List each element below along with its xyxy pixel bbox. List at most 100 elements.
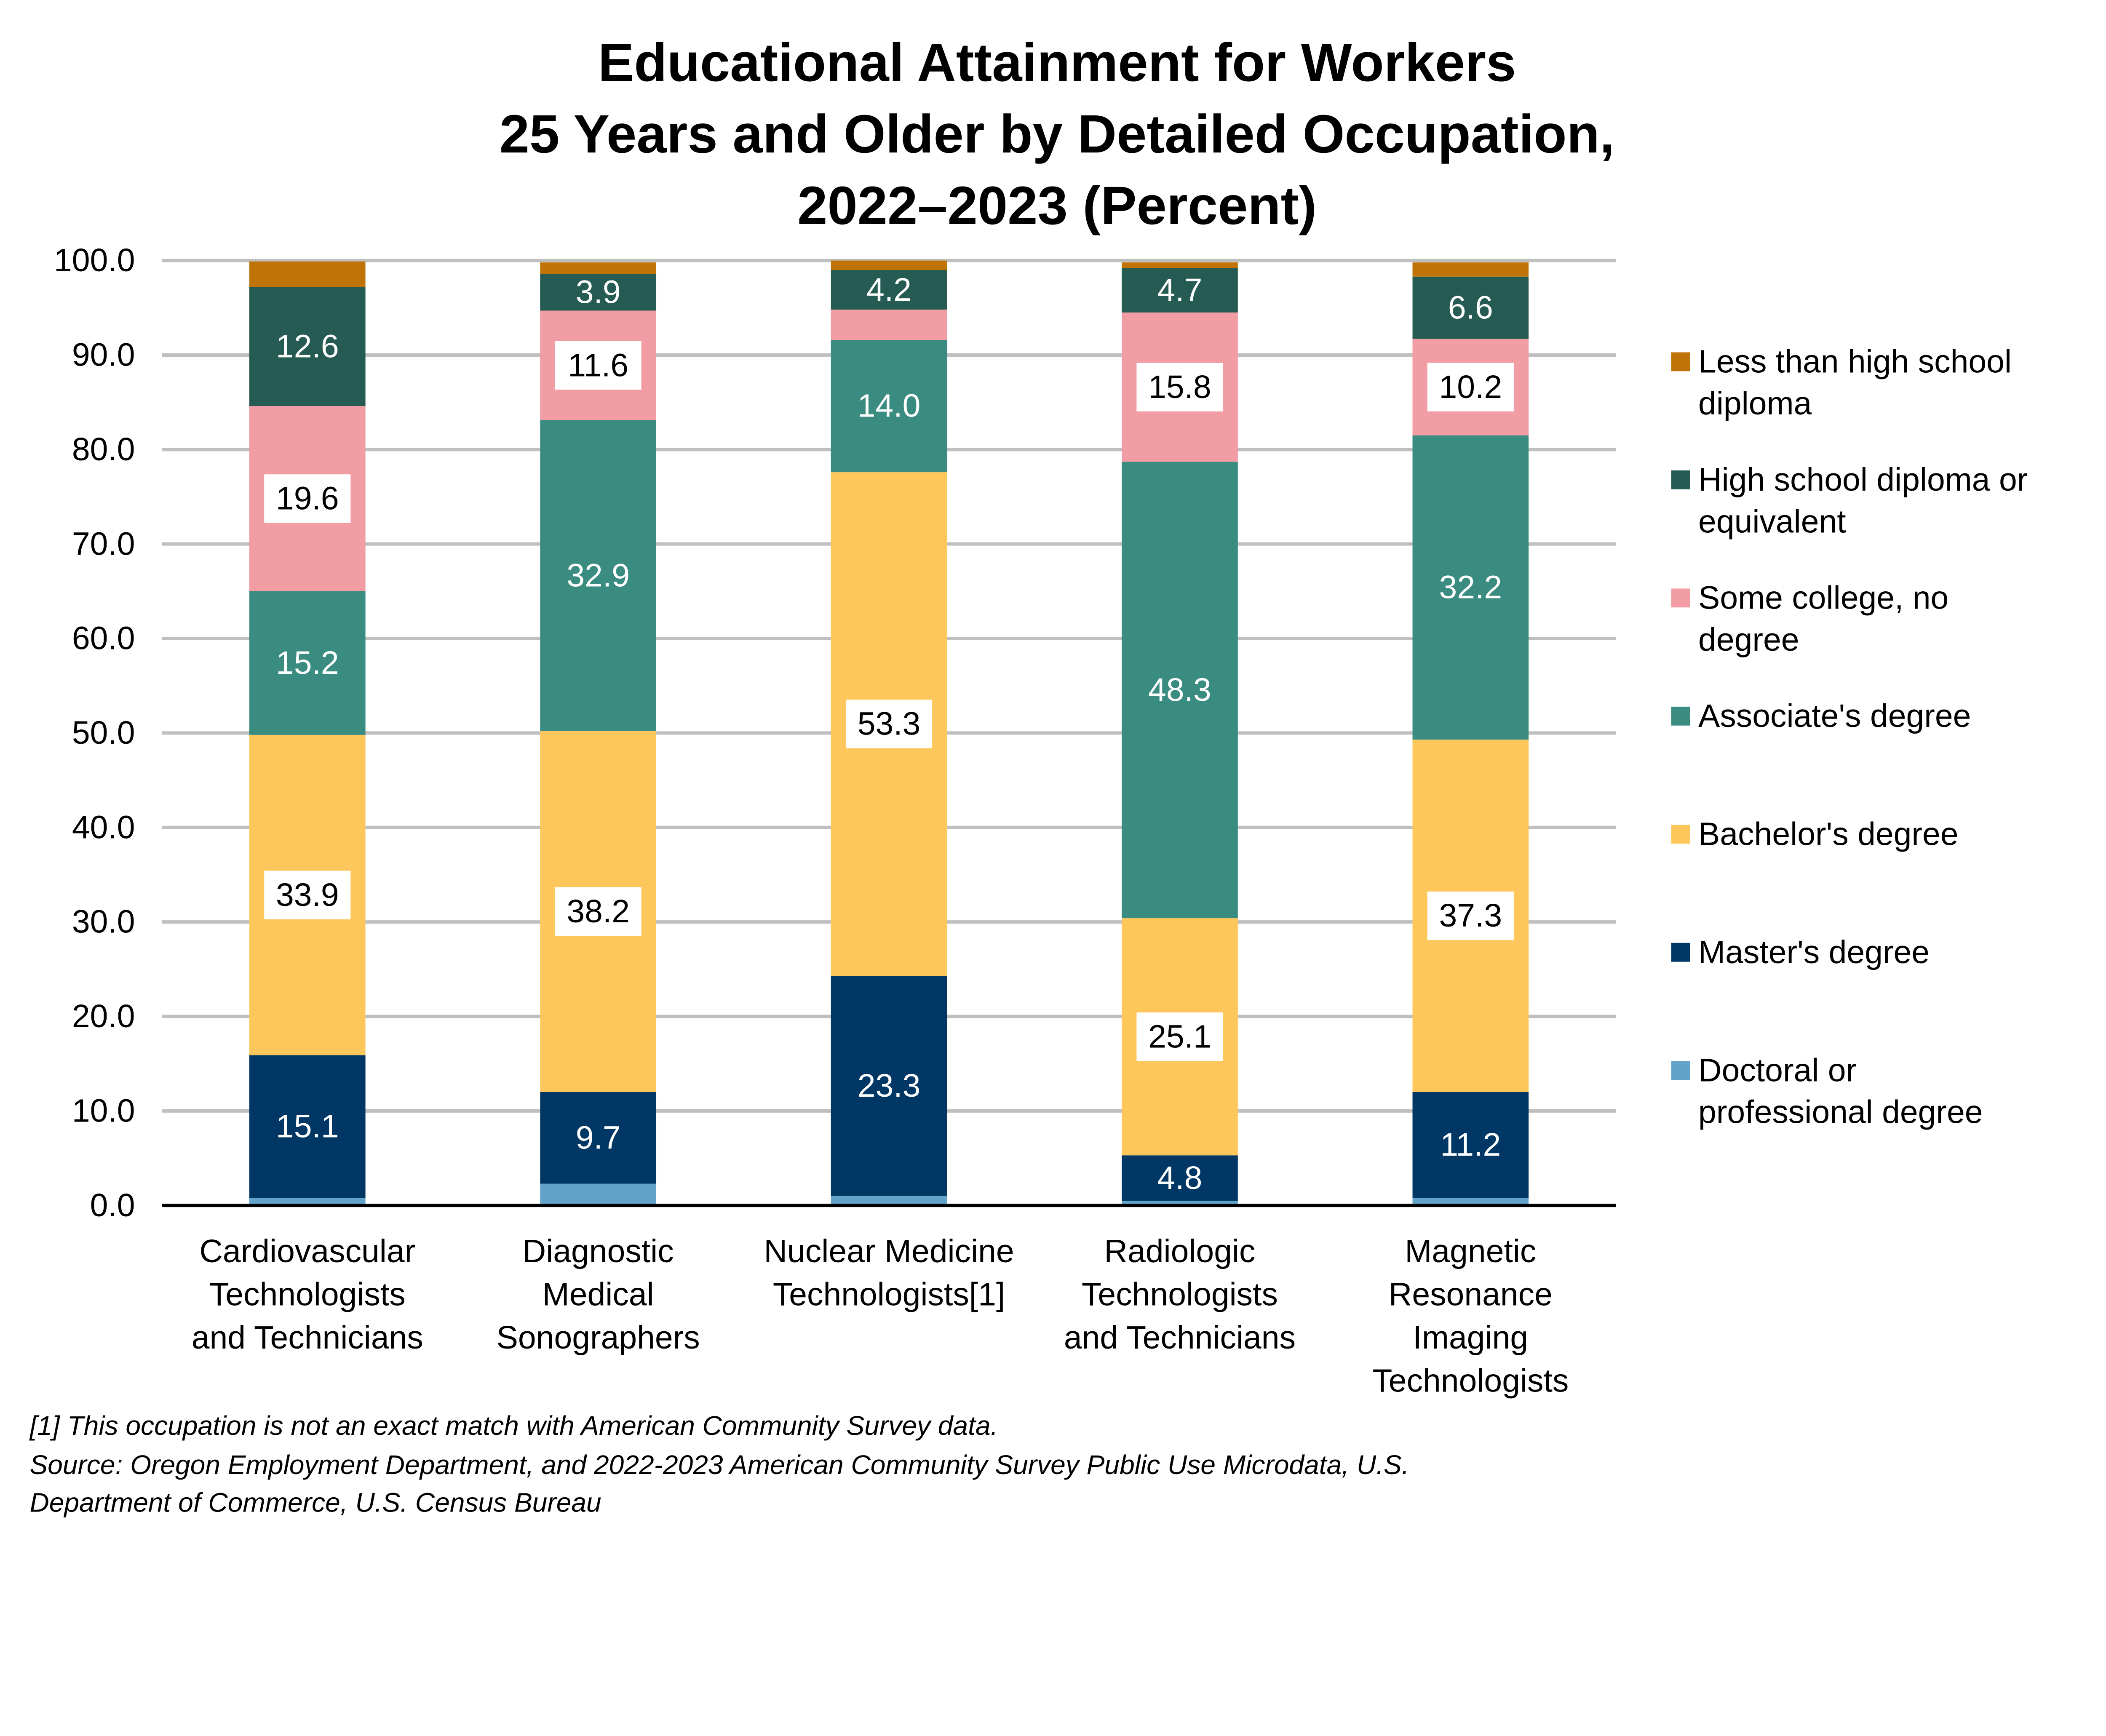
bar-segment	[1412, 276, 1529, 339]
y-tick-label: 100.0	[54, 242, 135, 278]
data-label: 33.9	[276, 877, 339, 913]
bar-segment	[1122, 262, 1238, 268]
bar-segment	[1412, 262, 1529, 277]
x-tick-label: Technologists	[1082, 1276, 1278, 1312]
bar-segment	[831, 340, 947, 473]
data-label: 32.9	[567, 557, 630, 593]
bar-segment	[249, 1055, 366, 1198]
y-tick-label: 60.0	[72, 620, 135, 657]
x-tick-label: Resonance	[1389, 1276, 1553, 1312]
x-tick-label: Technologists[1]	[773, 1276, 1005, 1312]
y-tick-label: 20.0	[72, 998, 135, 1034]
y-axis: 0.0 10.0 20.0 30.0 40.0 50.0 60.0 70.0 80.0 90.0 1…	[54, 242, 135, 1223]
chart-title-line: 2022–2023 (Percent)	[797, 176, 1317, 236]
y-tick-label: 80.0	[72, 431, 135, 467]
x-tick-label: and Technicians	[192, 1319, 423, 1356]
bar-segment	[540, 420, 657, 731]
legend-label: Doctoral or	[1698, 1052, 1857, 1088]
legend-label: Bachelor's degree	[1698, 816, 1959, 852]
footnotes: [1] This occupation is not an exact matc…	[29, 1410, 1409, 1518]
legend-label: degree	[1698, 622, 1799, 658]
data-label: 6.6	[1448, 289, 1493, 326]
data-label-box	[1427, 891, 1514, 940]
data-label-box	[555, 341, 641, 390]
legend-label: Less than high school	[1698, 344, 2012, 380]
data-label: 4.2	[866, 272, 911, 308]
legend-label: professional degree	[1698, 1094, 1983, 1130]
legend-label: High school diploma or	[1698, 462, 2028, 498]
data-label: 32.2	[1439, 569, 1502, 606]
bar-segment	[831, 310, 947, 340]
data-label: 15.1	[276, 1108, 339, 1144]
bar-segment	[1412, 435, 1529, 740]
bar-segment	[540, 1092, 657, 1184]
data-label: 14.0	[858, 388, 921, 424]
bars	[249, 260, 1529, 1206]
bar-segment	[1122, 462, 1238, 919]
x-tick-label: Radiologic	[1104, 1233, 1255, 1269]
x-tick-label: Imaging	[1413, 1319, 1529, 1356]
data-label: 11.2	[1440, 1127, 1501, 1163]
stacked-bar-chart: Educational Attainment for Workers 25 Ye…	[29, 32, 2028, 1518]
y-tick-label: 10.0	[72, 1092, 135, 1129]
legend: Less than high school diploma High school …	[1671, 344, 2028, 1130]
footnote: [1] This occupation is not an exact matc…	[29, 1410, 998, 1441]
y-tick-label: 70.0	[72, 526, 135, 562]
legend-swatch	[1671, 943, 1690, 962]
data-label-box	[1136, 1012, 1223, 1061]
source-note: Source: Oregon Employment Department, an…	[30, 1450, 1409, 1480]
x-tick-label: Diagnostic	[523, 1233, 674, 1269]
legend-swatch	[1671, 470, 1690, 489]
x-tick-label: Technologists	[209, 1276, 406, 1312]
data-label-box	[264, 474, 351, 523]
bar-segment	[831, 260, 947, 270]
bar-segment	[831, 1196, 947, 1206]
data-label: 10.2	[1439, 369, 1502, 405]
data-label: 23.3	[858, 1068, 921, 1104]
data-label: 4.7	[1157, 272, 1203, 308]
legend-swatch	[1671, 825, 1690, 844]
legend-swatch	[1671, 588, 1690, 608]
data-label: 48.3	[1148, 672, 1211, 708]
x-tick-label: Medical	[543, 1276, 654, 1312]
bar-segment	[1412, 1092, 1529, 1198]
data-label: 53.3	[858, 706, 921, 742]
bar-segment	[1412, 1198, 1529, 1206]
legend-item: Master's degree	[1671, 934, 1930, 970]
legend-item: Less than high school diploma	[1671, 344, 2012, 422]
data-label-box	[1427, 363, 1514, 411]
data-label: 15.8	[1148, 369, 1211, 405]
legend-label: Some college, no	[1698, 580, 1948, 616]
legend-item: High school diploma or equivalent	[1671, 462, 2028, 539]
chart-title-line: Educational Attainment for Workers	[598, 32, 1516, 93]
data-label: 9.7	[576, 1119, 621, 1156]
legend-swatch	[1671, 1061, 1690, 1080]
bar-segment	[249, 1198, 366, 1206]
bar-segment	[540, 274, 657, 311]
data-label: 38.2	[567, 893, 630, 929]
y-tick-label: 50.0	[72, 715, 135, 751]
bar-segment	[249, 287, 366, 406]
legend-item: Bachelor's degree	[1671, 816, 1959, 852]
data-label: 37.3	[1439, 897, 1502, 934]
chart-title: Educational Attainment for Workers 25 Ye…	[500, 32, 1615, 236]
legend-label: equivalent	[1698, 503, 1846, 539]
bar-segment	[1122, 1155, 1238, 1201]
bar-segment	[249, 591, 366, 735]
x-tick-label: Sonographers	[497, 1319, 700, 1356]
bar-segment	[249, 261, 366, 287]
legend-item: Some college, no degree	[1671, 580, 1948, 658]
bar-segment	[540, 262, 657, 274]
y-tick-label: 90.0	[72, 337, 135, 373]
legend-swatch	[1671, 706, 1690, 726]
bar-segment	[1122, 1200, 1238, 1206]
x-axis: Cardiovascular Technologists and Technicia…	[192, 1233, 1569, 1399]
y-tick-label: 30.0	[72, 904, 135, 940]
x-tick-label: Technologists	[1372, 1362, 1569, 1399]
bar-segment	[540, 1183, 657, 1206]
bar-segment	[831, 270, 947, 310]
y-tick-label: 0.0	[90, 1187, 135, 1223]
data-label: 11.6	[568, 347, 628, 383]
x-tick-label: Nuclear Medicine	[764, 1233, 1014, 1269]
data-label-box	[846, 700, 933, 748]
